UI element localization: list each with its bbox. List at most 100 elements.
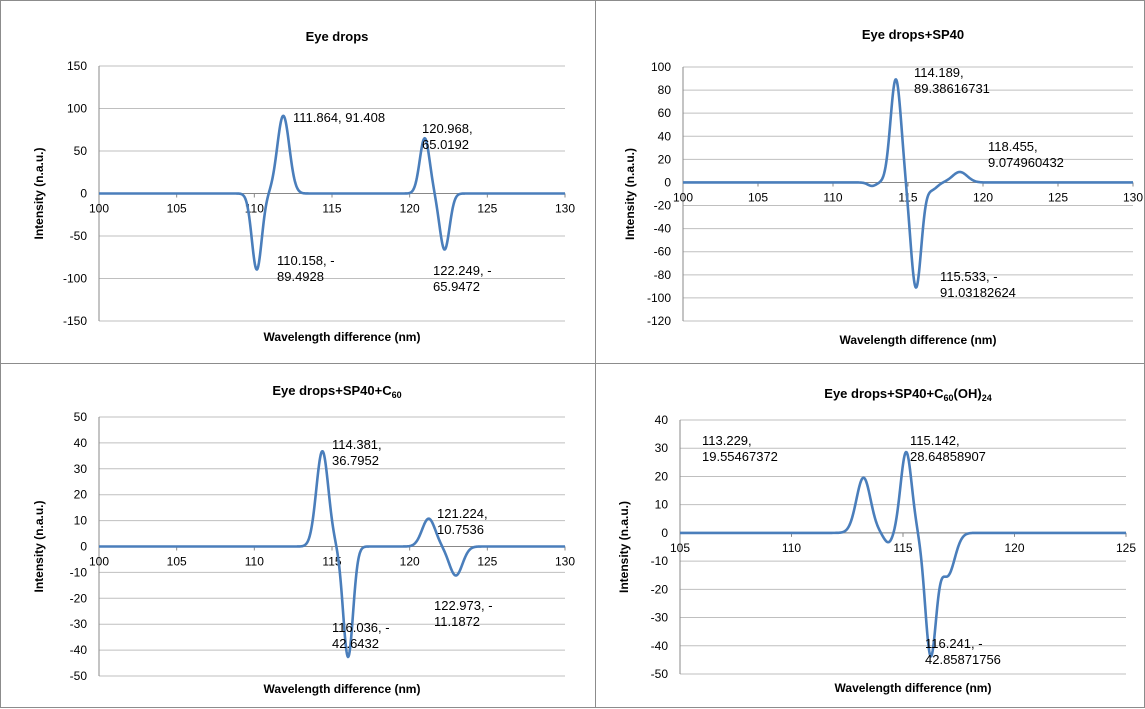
- x-tick-label: 105: [670, 541, 690, 555]
- y-tick-label: 50: [74, 144, 88, 158]
- y-axis-label: Intensity (n.a.u.): [32, 147, 46, 239]
- x-axis-label: Wavelength difference (nm): [840, 333, 997, 347]
- y-tick-label: 40: [74, 436, 88, 450]
- x-tick-label: 105: [167, 555, 187, 569]
- chart-panel-eye-drops: -150 -100 -50 0 50 100 150 100 105 110 115 120 125 13…: [0, 0, 596, 364]
- y-tick-label: -20: [651, 582, 669, 596]
- x-tick-label: 120: [973, 190, 993, 204]
- chart-svg-sp40-c60oh24: -50 -40 -30 -20 -10 0 10 20 30 40 105 110 115 120 125 E…: [617, 386, 1136, 695]
- data-label: 116.241, -42.85871756: [925, 636, 1001, 667]
- x-tick-label: 125: [477, 202, 497, 216]
- data-label: 114.381, 36.7952: [332, 437, 382, 468]
- series-line: [679, 450, 1127, 658]
- x-axis-label: Wavelength difference (nm): [835, 681, 992, 695]
- y-tick-label: -10: [70, 565, 88, 579]
- chart-title: Eye drops+SP40: [862, 27, 964, 42]
- y-tick-label: 0: [80, 540, 87, 554]
- y-tick-label: 20: [658, 152, 672, 166]
- x-tick-label: 125: [1048, 190, 1068, 204]
- y-tick-label: -150: [63, 314, 87, 328]
- y-tick-label: -40: [70, 643, 88, 657]
- data-label: 116.036, -42.6432: [332, 620, 390, 651]
- y-axis-label: Intensity (n.a.u.): [617, 501, 631, 593]
- y-tick-label: 60: [658, 106, 672, 120]
- y-tick-label: -30: [651, 611, 669, 625]
- x-tick-label: 110: [782, 541, 801, 555]
- y-tick-label: -100: [63, 272, 87, 286]
- x-tick-label: 130: [555, 202, 575, 216]
- y-tick-label: 40: [658, 129, 672, 143]
- y-tick-label: 40: [655, 413, 669, 427]
- data-label: 122.973, -11.1872: [434, 598, 493, 629]
- data-label: 113.229, 19.55467372: [702, 433, 778, 464]
- series-line: [98, 449, 566, 659]
- y-tick-label: 50: [74, 410, 88, 424]
- y-tick-label: -50: [70, 669, 88, 683]
- y-axis-label: Intensity (n.a.u.): [32, 500, 46, 592]
- x-tick-label: 130: [1123, 190, 1143, 204]
- y-tick-label: 100: [651, 60, 671, 74]
- chart-panel-eye-drops-sp40: -120 -100 -80 -60 -40 -20 0 20 40 60 80 100 100 105 11…: [595, 0, 1145, 364]
- y-tick-label: -20: [654, 199, 672, 213]
- y-tick-label: 0: [80, 187, 87, 201]
- y-tick-label: 20: [74, 488, 88, 502]
- y-tick-label: 0: [661, 526, 668, 540]
- x-tick-label: 100: [673, 190, 693, 204]
- y-tick-label: 10: [655, 498, 669, 512]
- y-tick-label: -50: [651, 667, 669, 681]
- x-tick-label: 105: [748, 190, 768, 204]
- y-tick-label: -120: [647, 314, 671, 328]
- data-label: 120.968, 65.0192: [422, 121, 473, 152]
- y-axis-label: Intensity (n.a.u.): [623, 148, 637, 240]
- x-tick-label: 115: [893, 541, 912, 555]
- y-tick-label: 10: [74, 514, 88, 528]
- y-tick-label: 150: [67, 59, 87, 73]
- x-tick-label: 110: [245, 555, 264, 569]
- chart-svg-sp40: -120 -100 -80 -60 -40 -20 0 20 40 60 80 100 100 105 11…: [623, 27, 1143, 347]
- x-tick-label: 120: [400, 555, 420, 569]
- x-tick-label: 100: [89, 202, 109, 216]
- data-label: 118.455, 9.074960432: [988, 139, 1064, 170]
- chart-panel-eye-drops-sp40-c60oh24: -50 -40 -30 -20 -10 0 10 20 30 40 105 110 115 120 125 E…: [595, 363, 1145, 708]
- y-tick-label: -100: [647, 291, 671, 305]
- data-label: 115.533, -91.03182624: [940, 269, 1016, 300]
- x-tick-label: 110: [823, 190, 842, 204]
- y-tick-label: 30: [655, 441, 669, 455]
- chart-title: Eye drops: [306, 29, 369, 44]
- y-tick-label: -10: [651, 554, 669, 568]
- data-label: 110.158, -89.4928: [277, 253, 335, 284]
- x-tick-label: 125: [477, 555, 497, 569]
- x-tick-label: 100: [89, 555, 109, 569]
- x-axis-label: Wavelength difference (nm): [264, 682, 421, 696]
- y-tick-label: -80: [654, 268, 672, 282]
- y-tick-label: -50: [70, 229, 88, 243]
- x-tick-label: 105: [167, 202, 187, 216]
- y-tick-label: -30: [70, 617, 88, 631]
- y-tick-label: 0: [664, 175, 671, 189]
- series-line: [682, 78, 1134, 289]
- series-line: [98, 114, 566, 271]
- x-tick-label: 120: [1004, 541, 1024, 555]
- y-tick-label: 30: [74, 462, 88, 476]
- x-axis-label: Wavelength difference (nm): [264, 330, 421, 344]
- chart-title: Eye drops+SP40+C60(OH)24: [824, 386, 991, 403]
- y-tick-label: -20: [70, 591, 88, 605]
- y-tick-label: 100: [67, 102, 87, 116]
- x-tick-label: 120: [400, 202, 420, 216]
- data-label: 122.249, -65.9472: [433, 263, 492, 294]
- chart-title: Eye drops+SP40+C60: [272, 383, 401, 400]
- data-label: 121.224, 10.7536: [437, 506, 488, 537]
- x-tick-label: 115: [322, 202, 341, 216]
- y-tick-label: 20: [655, 469, 669, 483]
- data-label: 114.189, 89.38616731: [914, 65, 990, 96]
- data-label: 115.142, 28.64858907: [910, 433, 986, 464]
- y-tick-label: -40: [654, 222, 672, 236]
- x-tick-label: 125: [1116, 541, 1136, 555]
- y-tick-label: -40: [651, 639, 669, 653]
- data-label: 111.864, 91.408: [293, 110, 385, 125]
- y-tick-label: 80: [658, 83, 672, 97]
- x-tick-label: 130: [555, 555, 575, 569]
- y-tick-label: -60: [654, 245, 672, 259]
